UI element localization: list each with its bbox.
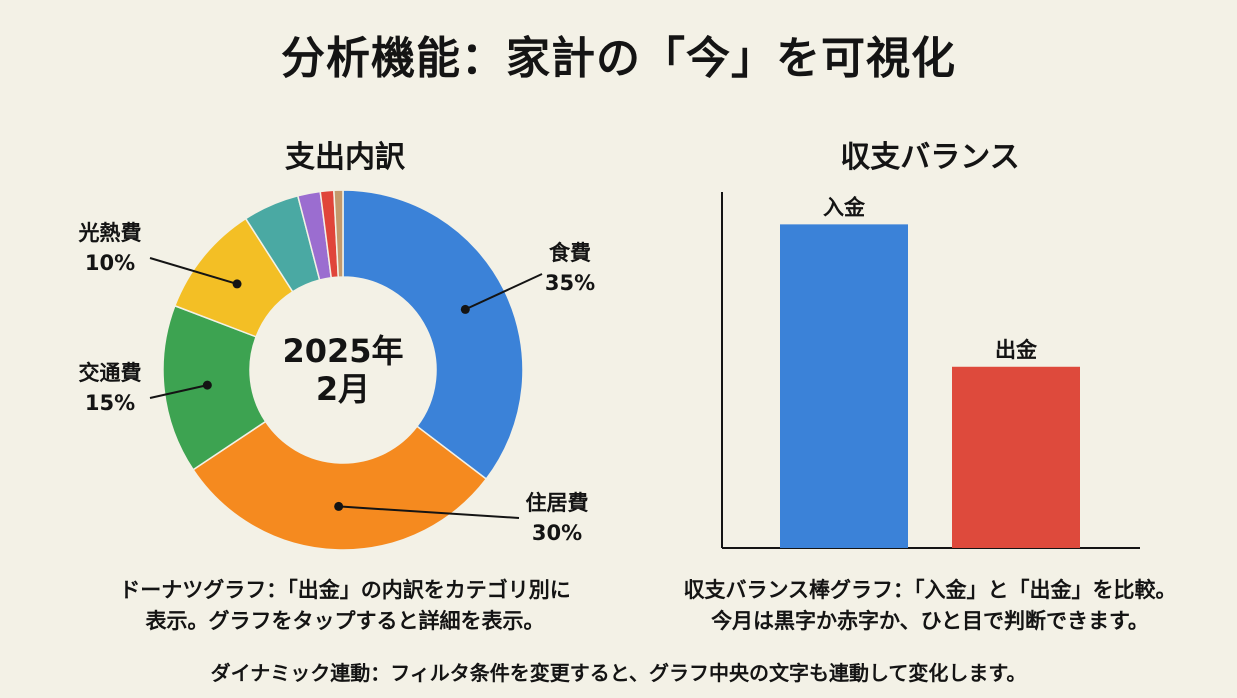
donut-center-label: 2月 (316, 370, 370, 408)
bar-caption: 収支バランス棒グラフ：「入金」と「出金」を比較。 今月は黒字か赤字か、ひと目で判… (640, 575, 1220, 637)
footer-note: ダイナミック連動：フィルタ条件を変更すると、グラフ中央の文字も連動して変化します… (210, 661, 1027, 685)
slice-label: 住居費 (526, 491, 589, 515)
donut-caption-line-1: ドーナツグラフ：「出金」の内訳をカテゴリ別に (119, 578, 571, 602)
bar-expense[interactable] (952, 366, 1080, 548)
donut-caption: ドーナツグラフ：「出金」の内訳をカテゴリ別に 表示。グラフをタップすると詳細を表… (40, 575, 650, 637)
bar-label: 出金 (995, 338, 1038, 362)
donut-chart-title: 支出内訳 (285, 140, 405, 175)
bar-income[interactable] (780, 224, 908, 548)
donut-slice[interactable] (333, 189, 344, 278)
donut-center-label: 2025年 (282, 332, 403, 370)
slice-percent: 30% (532, 521, 582, 545)
leader-line (338, 505, 520, 519)
donut-slice[interactable] (192, 420, 488, 551)
slice-percent: 35% (545, 271, 595, 295)
donut-caption-line-2: 表示。グラフをタップすると詳細を表示。 (145, 609, 545, 633)
leader-line (149, 257, 238, 285)
leader-line (464, 273, 543, 311)
slice-label: 交通費 (79, 361, 142, 385)
bar-label: 入金 (823, 195, 866, 219)
bar-caption-line-2: 今月は黒字か赤字か、ひと目で判断できます。 (711, 609, 1149, 633)
slice-percent: 15% (85, 391, 135, 415)
page-title: 分析機能：家計の「今」を可視化 (281, 33, 956, 84)
donut-slice[interactable] (342, 189, 524, 481)
slice-label: 食費 (549, 241, 591, 265)
bar-chart-title: 収支バランス (840, 140, 1020, 175)
leader-line (149, 384, 208, 399)
slice-label: 光熱費 (78, 221, 142, 245)
slice-percent: 10% (85, 251, 135, 275)
bar-caption-line-1: 収支バランス棒グラフ：「入金」と「出金」を比較。 (683, 578, 1177, 602)
